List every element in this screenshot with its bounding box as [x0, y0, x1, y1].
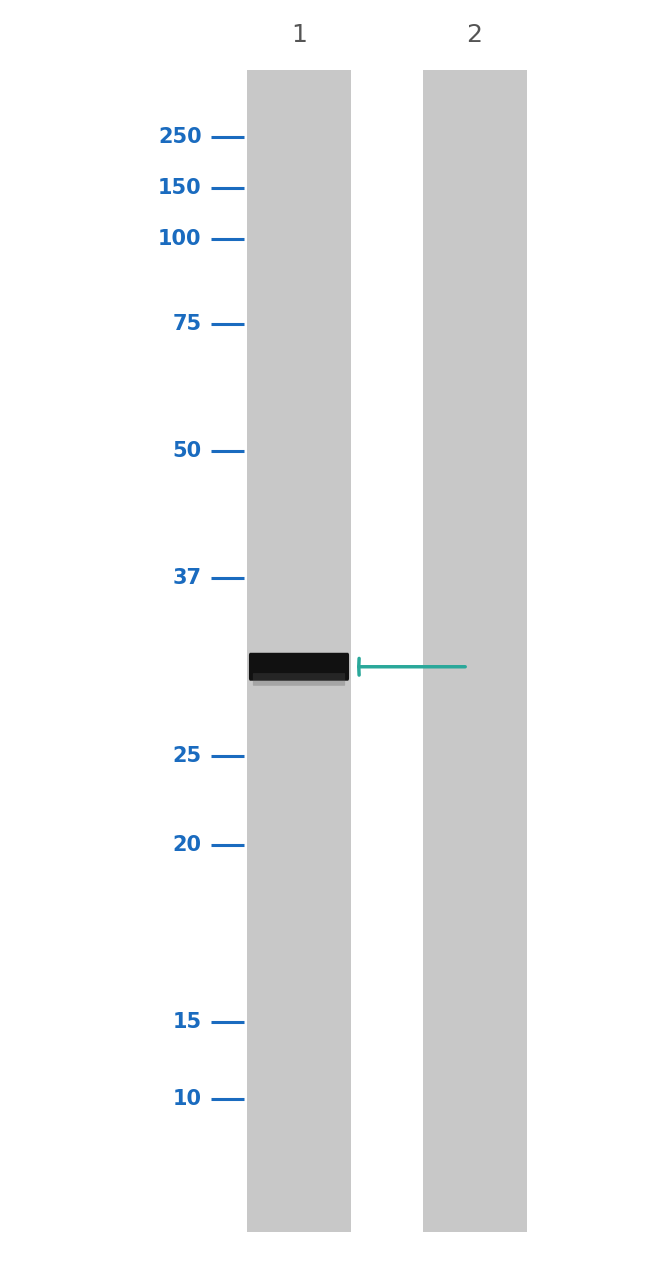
FancyBboxPatch shape: [253, 673, 345, 686]
Text: 100: 100: [158, 229, 202, 249]
Text: 25: 25: [172, 745, 202, 766]
Text: 1: 1: [291, 23, 307, 47]
Text: 10: 10: [172, 1088, 202, 1109]
Text: 50: 50: [172, 441, 202, 461]
Bar: [247, 70, 351, 1232]
Text: 15: 15: [172, 1012, 202, 1033]
Text: 150: 150: [158, 178, 202, 198]
FancyBboxPatch shape: [249, 653, 349, 681]
Text: 75: 75: [172, 314, 202, 334]
Text: 20: 20: [172, 834, 202, 855]
Text: 2: 2: [467, 23, 482, 47]
Text: 250: 250: [158, 127, 202, 147]
Text: 37: 37: [172, 568, 202, 588]
Bar: [422, 70, 526, 1232]
